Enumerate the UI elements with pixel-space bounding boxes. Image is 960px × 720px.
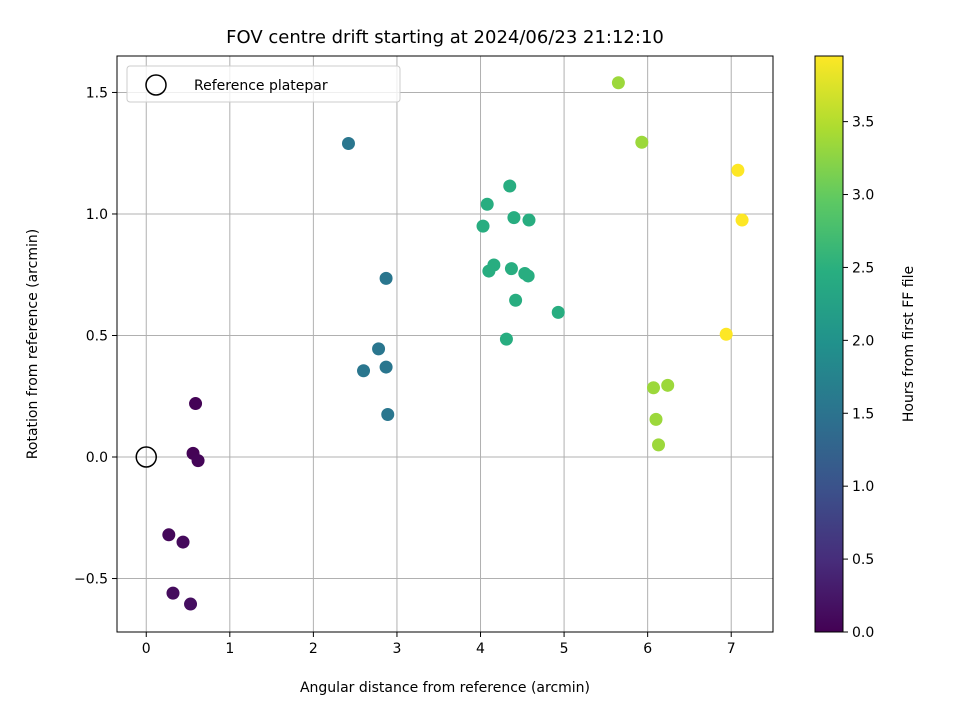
y-tick-label: 0.5 (86, 328, 108, 344)
data-point (551, 305, 565, 319)
y-axis-label: Rotation from reference (arcmin) (25, 229, 41, 459)
plot-frame (116, 55, 774, 633)
y-tick-label: 0.0 (86, 450, 108, 466)
x-tick-label: 0 (142, 641, 151, 657)
y-tick-label: −0.5 (74, 572, 108, 588)
data-point (499, 332, 513, 346)
data-point (652, 438, 666, 452)
colorbar-tick-label: 1.5 (852, 406, 874, 422)
colorbar-gradient (814, 55, 844, 633)
data-point (176, 535, 190, 549)
data-point (719, 327, 733, 341)
data-point (184, 597, 198, 611)
y-tick-label: 1.5 (86, 85, 108, 101)
legend-reference-label: Reference platepar (194, 78, 328, 94)
x-tick-label: 7 (727, 641, 736, 657)
y-axis-ticks: −0.5 0.0 0.5 1.0 1.5 (74, 85, 117, 588)
y-tick-label: 1.0 (86, 207, 108, 223)
data-point (480, 197, 494, 211)
data-point (507, 211, 521, 225)
colorbar: 0.0 0.5 1.0 1.5 2.0 2.5 3.0 3.5 Hours from firs… (814, 55, 917, 641)
x-tick-label: 4 (476, 641, 485, 657)
legend-reference-marker (145, 74, 167, 96)
colorbar-ticks: 0.0 0.5 1.0 1.5 2.0 2.5 3.0 3.5 (843, 115, 874, 641)
data-points (135, 76, 749, 611)
x-tick-label: 2 (309, 641, 318, 657)
colorbar-tick-label: 3.0 (852, 188, 874, 204)
data-point (357, 364, 371, 378)
x-axis-ticks: 0 1 2 3 4 5 6 7 (142, 632, 736, 657)
colorbar-tick-label: 0.0 (852, 625, 874, 641)
colorbar-label: Hours from first FF file (901, 266, 917, 422)
colorbar-tick-label: 2.0 (852, 333, 874, 349)
data-point (191, 454, 205, 468)
data-point (635, 135, 649, 149)
legend-box (126, 65, 401, 103)
x-axis-label: Angular distance from reference (arcmin) (300, 680, 590, 696)
data-point (162, 528, 176, 542)
data-point (735, 213, 749, 227)
data-point (731, 163, 745, 177)
data-point (189, 397, 203, 411)
grid (117, 56, 773, 632)
colorbar-tick-label: 0.5 (852, 552, 874, 568)
colorbar-tick-label: 2.5 (852, 260, 874, 276)
colorbar-tick-label: 3.5 (852, 115, 874, 131)
data-point (522, 213, 536, 227)
data-point (372, 342, 386, 356)
data-point (661, 378, 675, 392)
data-point (611, 76, 625, 90)
chart-title: FOV centre drift starting at 2024/06/23 … (226, 27, 664, 48)
data-point (476, 219, 490, 233)
data-point (509, 293, 523, 307)
data-point (379, 360, 393, 374)
x-tick-label: 1 (225, 641, 234, 657)
data-point (649, 412, 663, 426)
data-point (646, 381, 660, 395)
data-point (521, 269, 535, 283)
data-point (482, 264, 496, 278)
x-tick-label: 3 (392, 641, 401, 657)
x-tick-label: 5 (560, 641, 569, 657)
x-tick-label: 6 (643, 641, 652, 657)
data-point (341, 136, 355, 150)
legend: Reference platepar (126, 65, 401, 103)
data-point (379, 271, 393, 285)
colorbar-tick-label: 1.0 (852, 479, 874, 495)
reference-marker (135, 446, 157, 468)
data-point (503, 179, 517, 193)
data-point (504, 262, 518, 276)
data-point (381, 407, 395, 421)
data-point (166, 586, 180, 600)
